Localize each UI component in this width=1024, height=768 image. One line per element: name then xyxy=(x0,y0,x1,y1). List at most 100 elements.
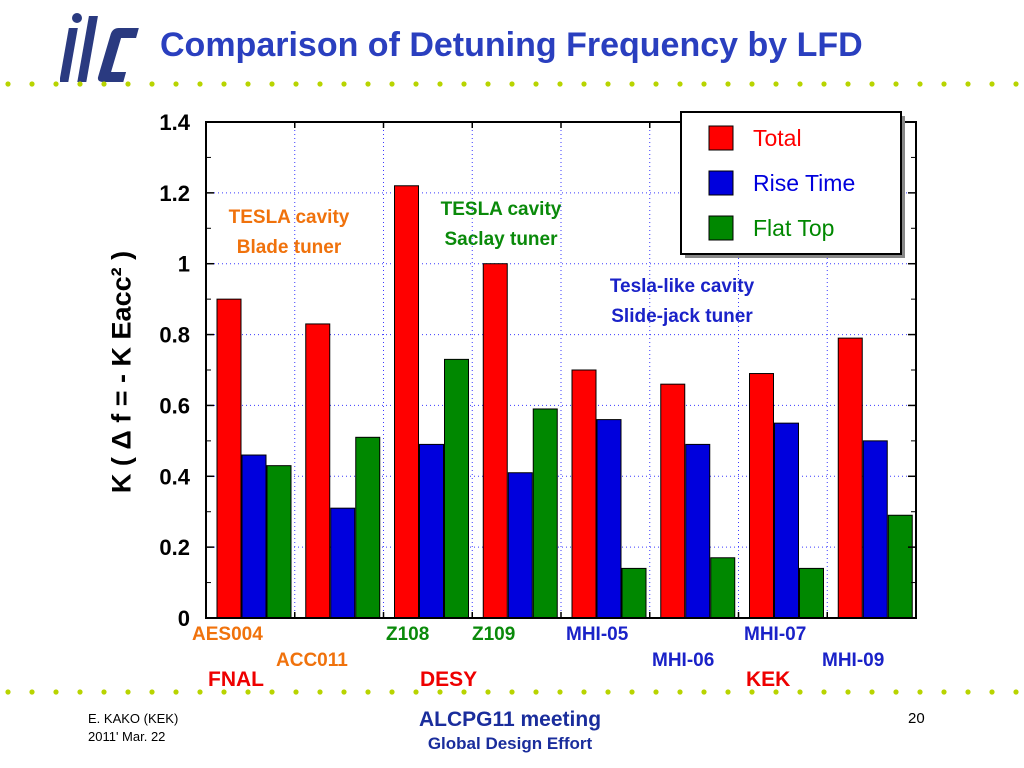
legend-swatch xyxy=(708,125,734,151)
divider-dot xyxy=(5,81,11,87)
divider-dot xyxy=(653,689,659,695)
bar-rise-time-mhi-06 xyxy=(685,443,711,619)
divider-dot xyxy=(221,689,227,695)
divider-dot xyxy=(29,81,35,87)
category-label-z108: Z108 xyxy=(386,624,430,645)
divider-dot xyxy=(317,81,323,87)
page-number: 20 xyxy=(908,710,925,727)
divider-dot xyxy=(53,689,59,695)
divider-dot xyxy=(197,689,203,695)
bar-rise-time-mhi-05 xyxy=(596,419,622,619)
divider-dot xyxy=(893,81,899,87)
divider-dot xyxy=(749,689,755,695)
divider-dot xyxy=(269,81,275,87)
divider-dot xyxy=(917,81,923,87)
ilc-logo xyxy=(60,13,139,82)
divider-dot xyxy=(125,689,131,695)
bar-total-z109 xyxy=(482,263,508,619)
divider-dot xyxy=(797,689,803,695)
divider-dot xyxy=(653,81,659,87)
divider-dot xyxy=(797,81,803,87)
divider-dot xyxy=(77,81,83,87)
footer-meeting-block: ALCPG11 meeting Global Design Effort xyxy=(380,708,640,754)
divider-dot xyxy=(629,689,635,695)
annotation-line: Blade tuner xyxy=(236,237,342,258)
divider-dot xyxy=(293,81,299,87)
divider-dot xyxy=(629,81,635,87)
bar-flat-top-mhi-05 xyxy=(621,567,647,619)
group-label-desy: DESY xyxy=(420,668,478,691)
divider-dot xyxy=(557,81,563,87)
annotation-tesla-blade: TESLA cavity Blade tuner xyxy=(196,203,382,263)
dotted-divider-top xyxy=(5,81,1019,87)
divider-dot xyxy=(389,81,395,87)
divider-dot xyxy=(965,81,971,87)
bar-rise-time-aes004 xyxy=(241,454,267,619)
bar-total-mhi-09 xyxy=(837,337,863,619)
divider-dot xyxy=(485,689,491,695)
y-tick-label: 0 xyxy=(178,606,190,631)
category-label-mhi-09: MHI-09 xyxy=(822,650,885,671)
divider-dot xyxy=(149,689,155,695)
divider-dot xyxy=(605,81,611,87)
divider-dot xyxy=(5,689,11,695)
divider-dot xyxy=(485,81,491,87)
category-label-mhi-07: MHI-07 xyxy=(744,624,807,645)
divider-dot xyxy=(557,689,563,695)
divider-dot xyxy=(677,81,683,87)
bar-total-mhi-05 xyxy=(571,369,597,619)
divider-dot xyxy=(605,689,611,695)
category-label-mhi-05: MHI-05 xyxy=(566,624,629,645)
divider-dot xyxy=(1013,689,1019,695)
divider-dot xyxy=(845,81,851,87)
divider-dot xyxy=(989,689,995,695)
divider-dot xyxy=(701,689,707,695)
divider-dot xyxy=(173,689,179,695)
bar-rise-time-z108 xyxy=(419,443,444,619)
divider-dot xyxy=(821,81,827,87)
y-tick-label: 0.4 xyxy=(159,464,190,489)
group-label-kek: KEK xyxy=(746,668,791,691)
divider-dot xyxy=(461,689,467,695)
footer-meeting: ALCPG11 meeting xyxy=(418,708,602,731)
divider-dot xyxy=(437,81,443,87)
divider-dot xyxy=(749,81,755,87)
divider-dot xyxy=(725,81,731,87)
divider-dot xyxy=(341,81,347,87)
divider-dot xyxy=(965,689,971,695)
annotation-tesla-saclay: TESLA cavity Saclay tuner xyxy=(408,195,594,255)
divider-dot xyxy=(269,689,275,695)
divider-dot xyxy=(413,81,419,87)
divider-dot xyxy=(869,689,875,695)
chart-legend: Total Rise Time Flat Top xyxy=(680,111,905,258)
bar-flat-top-mhi-06 xyxy=(710,557,736,619)
divider-dot xyxy=(437,689,443,695)
y-tick-label: 0.8 xyxy=(159,323,190,348)
divider-dot xyxy=(701,81,707,87)
divider-dot xyxy=(773,689,779,695)
bar-total-acc011 xyxy=(305,323,331,619)
divider-dot xyxy=(293,689,299,695)
group-label-fnal: FNAL xyxy=(208,668,264,691)
divider-dot xyxy=(365,689,371,695)
y-tick-label: 0.6 xyxy=(159,393,190,418)
y-tick-label: 0.2 xyxy=(159,535,190,560)
bar-total-aes004 xyxy=(216,298,242,619)
annotation-line: Tesla-like cavity xyxy=(609,276,755,297)
divider-dot xyxy=(509,689,515,695)
footer-author-block: E. KAKO (KEK) 2011' Mar. 22 xyxy=(88,710,178,746)
category-label-mhi-06: MHI-06 xyxy=(652,650,715,671)
bar-flat-top-acc011 xyxy=(355,436,381,619)
divider-dot xyxy=(893,689,899,695)
y-tick-label: 1 xyxy=(178,252,190,277)
bar-rise-time-z109 xyxy=(507,472,533,619)
divider-dot xyxy=(197,81,203,87)
category-label-z109: Z109 xyxy=(472,624,516,645)
divider-dot xyxy=(173,81,179,87)
annotation-tesla-like-slide-jack: Tesla-like cavity Slide-jack tuner xyxy=(566,272,798,332)
divider-dot xyxy=(725,689,731,695)
bar-rise-time-mhi-09 xyxy=(862,440,888,619)
bar-rise-time-acc011 xyxy=(330,507,356,619)
divider-dot xyxy=(101,689,107,695)
